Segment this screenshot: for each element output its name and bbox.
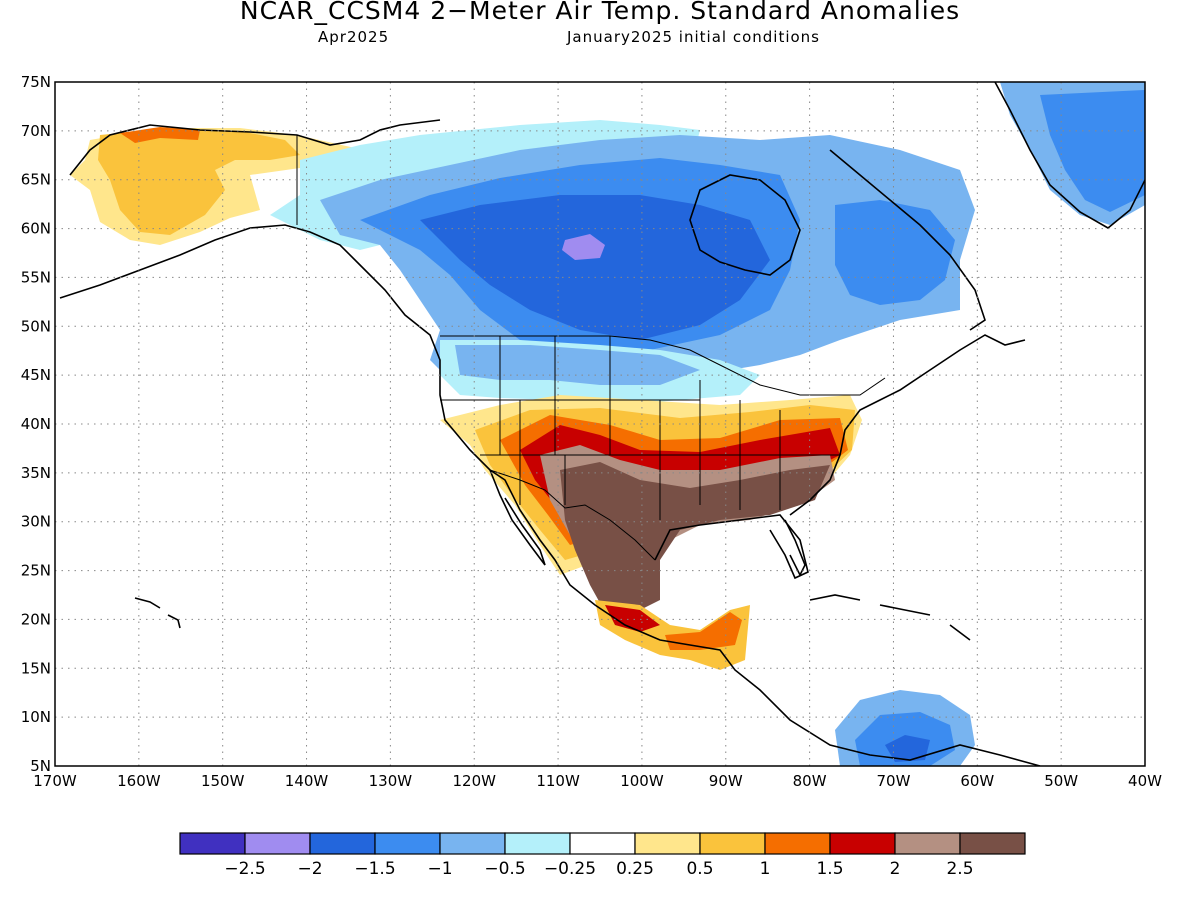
alaska-north-coast	[69, 119, 441, 176]
colorbar-label: 2	[890, 859, 901, 879]
greenland-cold-region	[1040, 90, 1145, 212]
northern-plains-cool-region	[455, 345, 700, 385]
colorbar-label: −2.5	[224, 859, 265, 879]
atlantic-coast	[789, 334, 1026, 516]
colorbar: −2.5 −2 −1.5 −1 −0.5 −0.25 0.25 0.5 1 1.5 2 2.5	[179, 832, 1026, 879]
coastlines	[59, 82, 1145, 766]
lat-tick-label: 30N	[21, 513, 51, 531]
lat-tick-label: 60N	[21, 220, 51, 238]
lat-tick-label: 40N	[21, 415, 51, 433]
mexico-extreme-region	[560, 462, 830, 612]
colorbar-label: −0.5	[484, 859, 525, 879]
baja-peninsula	[489, 469, 546, 566]
lon-tick-label: 60W	[960, 772, 994, 790]
lon-tick-label: 40W	[1128, 772, 1162, 790]
anomaly-shading	[70, 82, 1145, 766]
colorbar-swatch	[894, 832, 961, 855]
us-canada-border	[440, 335, 886, 396]
lon-tick-label: 80W	[793, 772, 827, 790]
colorbar-swatch	[179, 832, 246, 855]
colorbar-swatch	[569, 832, 636, 855]
lat-tick-label: 15N	[21, 659, 51, 677]
map-frame	[54, 81, 1146, 767]
colorbar-label: 1	[760, 859, 771, 879]
florida-peninsula	[784, 519, 806, 577]
colorbar-swatch	[829, 832, 896, 855]
lat-tick-label: 55N	[21, 268, 51, 286]
hudson-bay-coldest	[562, 234, 605, 260]
colorbar-swatch	[504, 832, 571, 855]
alaska-warmer-region	[98, 128, 300, 235]
lon-tick-label: 170W	[33, 772, 77, 790]
colorbar-swatch	[309, 832, 376, 855]
lon-tick-label: 140W	[285, 772, 329, 790]
colorbar-label: −2	[297, 859, 322, 879]
lat-tick-label: 25N	[21, 562, 51, 580]
lon-tick-label: 50W	[1044, 772, 1078, 790]
hudson-bay-coast	[689, 174, 801, 276]
lat-tick-label: 20N	[21, 610, 51, 628]
lon-tick-label: 110W	[536, 772, 580, 790]
lat-tick-label: 5N	[30, 757, 51, 775]
alaska-coastline	[59, 224, 1041, 766]
quebec-cool-region	[835, 200, 955, 305]
longitude-labels: 170W 160W 150W 140W 130W 120W 110W 100W 90W 80W 70…	[33, 772, 1162, 790]
colorbar-swatch	[244, 832, 311, 855]
us-mexico-border	[489, 469, 656, 561]
south-america-colder-region	[885, 735, 930, 762]
political-borders	[296, 135, 886, 561]
lat-tick-label: 50N	[21, 317, 51, 335]
colorbar-swatch	[439, 832, 506, 855]
colorbar-swatch	[634, 832, 701, 855]
lat-tick-label: 75N	[21, 73, 51, 91]
colorbar-swatch	[959, 832, 1026, 855]
forecast-month: Apr2025	[318, 28, 390, 46]
map-title: NCAR_CCSM4 2−Meter Air Temp. Standard An…	[239, 0, 961, 25]
lon-tick-label: 70W	[877, 772, 911, 790]
lon-tick-label: 100W	[620, 772, 664, 790]
lon-tick-label: 160W	[117, 772, 161, 790]
colorbar-swatch	[764, 832, 831, 855]
colorbar-label: −1	[427, 859, 452, 879]
gulf-coast	[654, 514, 809, 580]
yucatan-hot-region	[665, 612, 742, 650]
lon-tick-label: 150W	[201, 772, 245, 790]
colorbar-label: −0.25	[544, 859, 596, 879]
colorbar-swatch	[699, 832, 766, 855]
southern-mexico-hot-region	[605, 605, 660, 632]
lon-tick-label: 130W	[369, 772, 413, 790]
latitude-labels: 5N 10N 15N 20N 25N 30N 35N 40N 45N 50N 55N 60N 65N 70…	[21, 73, 51, 775]
labrador-coast	[829, 149, 986, 331]
caribbean-islands	[809, 594, 971, 641]
lat-tick-label: 45N	[21, 366, 51, 384]
canada-colder-region	[420, 195, 770, 340]
colorbar-label: 1.5	[816, 859, 843, 879]
colorbar-label: 0.25	[616, 859, 654, 879]
lat-tick-label: 70N	[21, 122, 51, 140]
colorbar-swatch	[374, 832, 441, 855]
lat-tick-label: 10N	[21, 708, 51, 726]
initial-conditions: January2025 initial conditions	[567, 28, 820, 46]
lat-tick-label: 65N	[21, 171, 51, 189]
state-lines	[440, 336, 840, 520]
lat-tick-label: 35N	[21, 464, 51, 482]
hawaii-islands	[134, 597, 181, 629]
colorbar-label: 2.5	[946, 859, 973, 879]
lon-tick-label: 90W	[709, 772, 743, 790]
colorbar-label: 0.5	[686, 859, 713, 879]
colorbar-label: −1.5	[354, 859, 395, 879]
greenland-coast	[994, 82, 1145, 229]
lon-tick-label: 120W	[452, 772, 496, 790]
